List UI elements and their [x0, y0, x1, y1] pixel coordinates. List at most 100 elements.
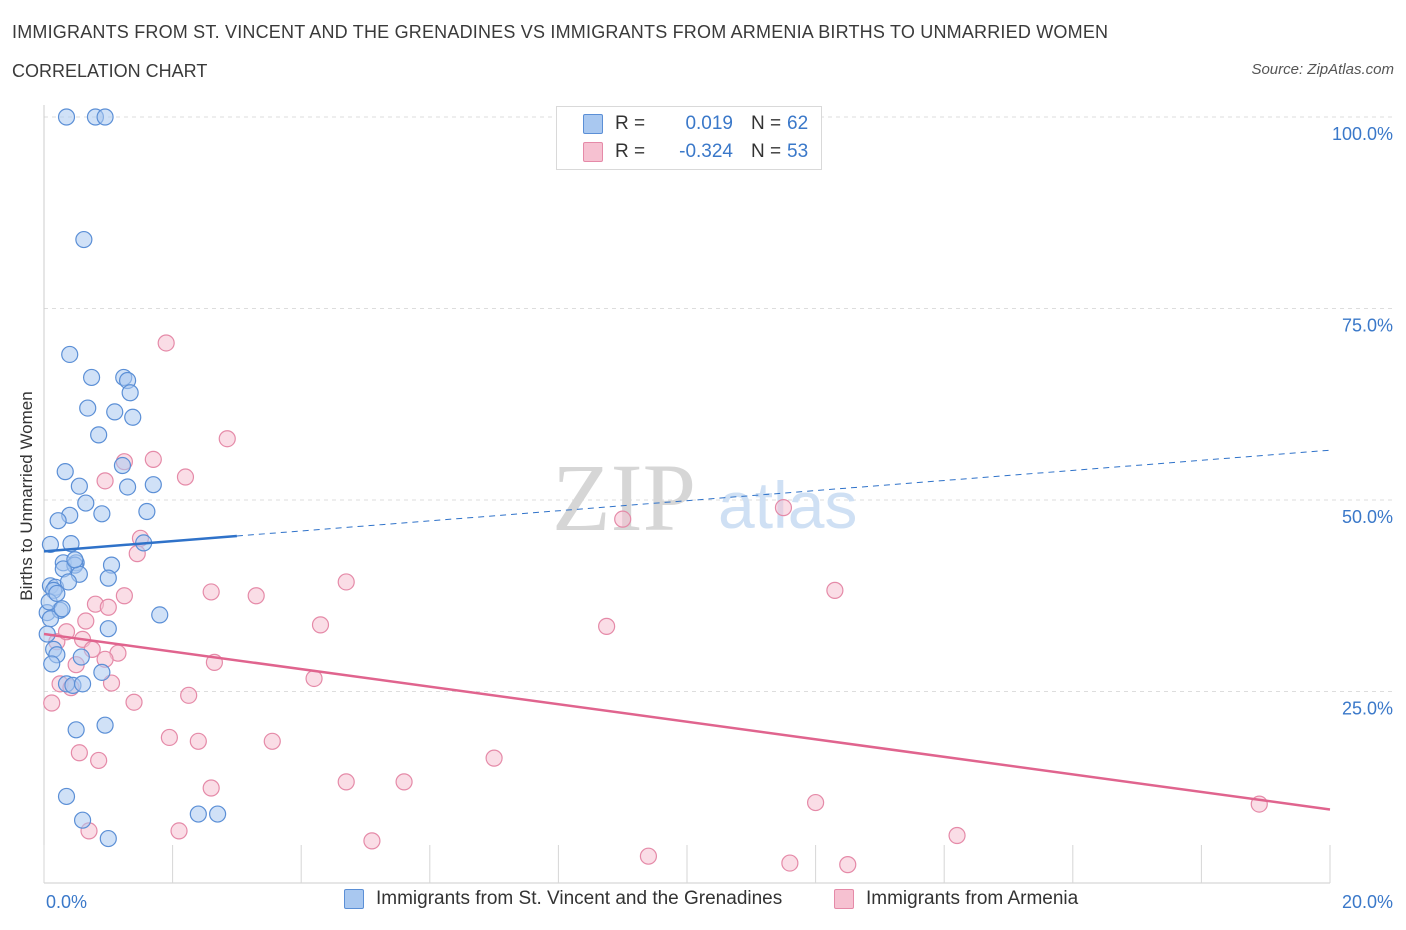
st-vincent-point [70, 477, 88, 495]
armenia-point [311, 616, 330, 634]
armenia-point [180, 686, 198, 704]
st-vincent-point [79, 399, 97, 417]
st-vincent-point [75, 230, 93, 249]
x-tick-label: 0.0% [46, 892, 87, 912]
st-vincent-point [99, 829, 117, 848]
legend-row-st-vincent: R = 0.019 N = 62 [583, 112, 808, 136]
y-axis-label: Births to Unmarried Women [17, 391, 36, 601]
st-vincent-point [93, 663, 111, 681]
armenia-point [826, 581, 844, 599]
st-vincent-point [56, 463, 74, 481]
st-vincent-point [66, 551, 84, 569]
y-tick-label: 25.0% [1342, 699, 1393, 719]
st-vincent-point [77, 494, 95, 512]
armenia-point [90, 751, 108, 770]
bottom-legend-armenia: Immigrants from Armenia [834, 888, 1078, 910]
armenia-point [202, 583, 220, 601]
bottom-legend-swatch-blue [344, 889, 364, 909]
st-vincent-point [118, 478, 137, 496]
y-tick-label: 75.0% [1342, 316, 1393, 336]
legend-r-label: R = [615, 141, 646, 162]
st-vincent-point [144, 476, 162, 494]
st-vincent-points [38, 108, 227, 848]
bottom-legend-label: Immigrants from St. Vincent and the Gren… [376, 888, 783, 909]
bottom-legend-swatch-pink [834, 889, 854, 909]
armenia-point [170, 822, 188, 840]
armenia-point [485, 749, 503, 767]
bottom-legend-label: Immigrants from Armenia [866, 888, 1079, 909]
st-vincent-point [121, 384, 139, 402]
armenia-point [160, 728, 178, 747]
armenia-point [781, 854, 799, 872]
armenia-point [176, 468, 195, 486]
st-vincent-point [124, 408, 142, 426]
st-vincent-point [138, 502, 156, 521]
armenia-point [157, 334, 175, 352]
watermark: ZIP atlas [552, 444, 857, 551]
st-vincent-point [73, 811, 92, 829]
watermark-zip: ZIP [552, 444, 696, 551]
legend-n-value: 53 [787, 141, 809, 162]
legend-row-armenia: R = -0.324 N = 53 [583, 140, 808, 164]
armenia-point [202, 779, 220, 797]
armenia-point [102, 674, 121, 692]
st-vincent-point [53, 600, 71, 618]
legend-r-label: R = [615, 113, 646, 134]
st-vincent-point [93, 505, 111, 523]
st-vincent-point [48, 584, 66, 603]
chart-title: IMMIGRANTS FROM ST. VINCENT AND THE GREN… [12, 22, 1109, 42]
armenia-point [115, 587, 133, 605]
armenia-points [43, 334, 1268, 874]
armenia-point [189, 732, 207, 750]
armenia-point [218, 430, 236, 448]
armenia-point [806, 793, 825, 812]
st-vincent-trend-dashed [236, 449, 1331, 537]
st-vincent-point [57, 787, 76, 806]
st-vincent-point [189, 805, 207, 823]
st-vincent-point [151, 606, 169, 624]
st-vincent-point [72, 648, 90, 666]
st-vincent-point [61, 345, 79, 364]
armenia-point [77, 612, 95, 630]
st-vincent-point [99, 569, 117, 587]
armenia-point [263, 732, 281, 750]
armenia-point [598, 617, 616, 635]
legend-n-label: N = [751, 141, 782, 162]
st-vincent-point [49, 512, 67, 530]
st-vincent-point [73, 675, 92, 693]
armenia-point [337, 573, 355, 591]
armenia-point [96, 472, 114, 490]
chart-subtitle: CORRELATION CHART [12, 61, 208, 81]
legend-r-value: -0.324 [679, 141, 733, 162]
bottom-legend-st-vincent: Immigrants from St. Vincent and the Gren… [344, 888, 782, 910]
st-vincent-point [82, 368, 101, 387]
armenia-point [43, 694, 61, 712]
st-vincent-point [113, 456, 132, 475]
st-vincent-point [59, 573, 78, 591]
armenia-point [774, 499, 793, 517]
tick-labels: 100.0% 75.0% 50.0% 25.0% 0.0% 20.0% [46, 124, 1393, 912]
axes [43, 105, 1331, 884]
st-vincent-point [90, 426, 108, 444]
armenia-point [363, 832, 381, 850]
armenia-point [70, 744, 88, 762]
legend-n-value: 62 [787, 113, 809, 134]
armenia-point [337, 773, 355, 791]
armenia-point [639, 847, 658, 865]
st-vincent-trend-solid [43, 534, 237, 553]
st-vincent-point [43, 655, 61, 673]
st-vincent-point [67, 721, 85, 739]
armenia-point [144, 450, 162, 469]
st-vincent-point [96, 716, 114, 734]
st-vincent-point [96, 108, 114, 126]
st-vincent-point [57, 108, 76, 126]
armenia-trend-line [43, 632, 1331, 811]
trend-lines [43, 449, 1331, 811]
y-tick-label: 100.0% [1332, 124, 1393, 144]
armenia-point [948, 826, 966, 845]
st-vincent-point [41, 535, 60, 554]
source-label: Source: ZipAtlas.com [1251, 61, 1394, 78]
legend-swatch-blue [583, 114, 603, 134]
gridlines [44, 116, 1392, 692]
correlation-legend: R = 0.019 N = 62 R = -0.324 N = 53 [556, 106, 822, 170]
